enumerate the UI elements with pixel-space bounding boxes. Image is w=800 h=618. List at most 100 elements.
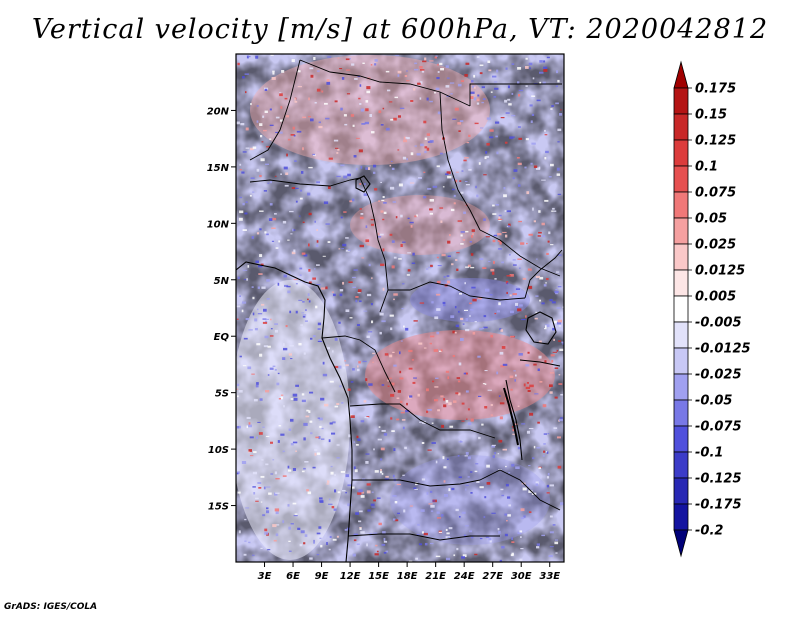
field-speckle <box>470 492 473 494</box>
field-speckle <box>490 404 493 406</box>
field-speckle <box>275 116 280 119</box>
field-speckle <box>410 225 413 228</box>
field-speckle <box>508 223 511 227</box>
field-speckle <box>332 421 336 424</box>
field-speckle <box>358 361 361 364</box>
field-speckle <box>449 425 454 428</box>
field-speckle <box>308 212 312 216</box>
field-speckle <box>366 90 371 94</box>
field-speckle <box>458 476 462 478</box>
field-speckle <box>479 258 484 261</box>
field-speckle <box>468 168 472 171</box>
field-speckle <box>462 239 466 241</box>
field-speckle <box>511 541 515 543</box>
field-speckle <box>269 108 272 111</box>
field-speckle <box>284 184 289 187</box>
field-speckle <box>525 138 529 141</box>
field-speckle <box>513 169 518 172</box>
field-speckle <box>405 327 409 331</box>
field-speckle <box>467 456 471 460</box>
field-speckle <box>366 543 368 547</box>
field-speckle <box>466 418 468 420</box>
field-speckle <box>443 404 447 408</box>
field-speckle <box>504 513 508 516</box>
field-speckle <box>535 481 539 485</box>
field-speckle <box>509 274 514 277</box>
field-speckle <box>439 152 443 155</box>
field-speckle <box>316 554 320 556</box>
field-speckle <box>255 384 259 388</box>
field-speckle <box>545 325 547 329</box>
field-speckle <box>417 523 420 526</box>
field-speckle <box>435 55 438 57</box>
field-speckle <box>429 199 434 202</box>
field-speckle <box>505 67 508 70</box>
field-speckle <box>308 281 312 285</box>
field-speckle <box>391 160 393 162</box>
field-speckle <box>508 103 512 106</box>
field-speckle <box>530 120 533 123</box>
field-speckle <box>376 550 379 553</box>
field-speckle <box>336 457 340 459</box>
field-speckle <box>295 450 297 452</box>
field-speckle <box>403 136 406 140</box>
field-speckle <box>459 180 462 182</box>
colorbar-box <box>673 529 689 558</box>
colorbar-boxes <box>673 60 689 558</box>
field-speckle <box>242 301 247 304</box>
colorbar-box <box>673 113 689 141</box>
field-speckle <box>478 436 481 440</box>
field-speckle <box>543 450 546 453</box>
field-speckle <box>242 151 247 153</box>
field-speckle <box>391 382 395 386</box>
field-speckle <box>272 524 277 528</box>
field-speckle <box>340 107 343 111</box>
field-speckle <box>410 152 414 156</box>
field-speckle <box>415 557 418 560</box>
field-speckle <box>483 174 487 176</box>
field-speckle <box>495 135 498 138</box>
field-speckle <box>303 542 306 545</box>
field-speckle <box>450 82 455 84</box>
field-speckle <box>348 434 351 438</box>
field-speckle <box>366 483 371 486</box>
field-speckle <box>548 555 553 558</box>
field-speckle <box>487 389 492 391</box>
field-speckle <box>490 334 493 338</box>
field-speckle <box>412 252 415 256</box>
field-speckle <box>436 308 441 311</box>
field-speckle <box>406 158 408 161</box>
field-speckle <box>507 514 511 517</box>
field-speckle <box>388 101 393 103</box>
field-speckle <box>303 437 306 441</box>
field-speckle <box>460 338 464 341</box>
field-speckle <box>383 202 387 204</box>
colorbar-box <box>673 373 689 401</box>
field-speckle <box>330 471 334 475</box>
field-speckle <box>273 539 277 542</box>
colorbar-label: 0.025 <box>695 238 736 253</box>
field-speckle <box>290 398 294 400</box>
field-speckle <box>501 545 505 549</box>
field-speckle <box>541 302 545 305</box>
field-speckle <box>539 381 543 383</box>
field-speckle <box>265 163 269 165</box>
field-speckle <box>557 286 562 288</box>
field-speckle <box>515 374 517 377</box>
field-speckle <box>251 373 255 375</box>
field-speckle <box>427 187 432 190</box>
field-speckle <box>508 472 511 474</box>
colorbar-box <box>673 451 689 479</box>
field-speckle <box>524 166 527 169</box>
field-speckle <box>244 212 248 215</box>
field-speckle <box>354 78 358 80</box>
field-speckle <box>383 552 387 554</box>
field-speckle <box>280 433 285 436</box>
field-speckle <box>329 535 332 538</box>
field-speckle <box>488 260 491 263</box>
field-speckle <box>355 296 359 298</box>
field-speckle <box>370 303 373 306</box>
field-speckle <box>537 421 540 424</box>
field-speckle <box>556 307 561 309</box>
field-speckle <box>288 526 291 530</box>
